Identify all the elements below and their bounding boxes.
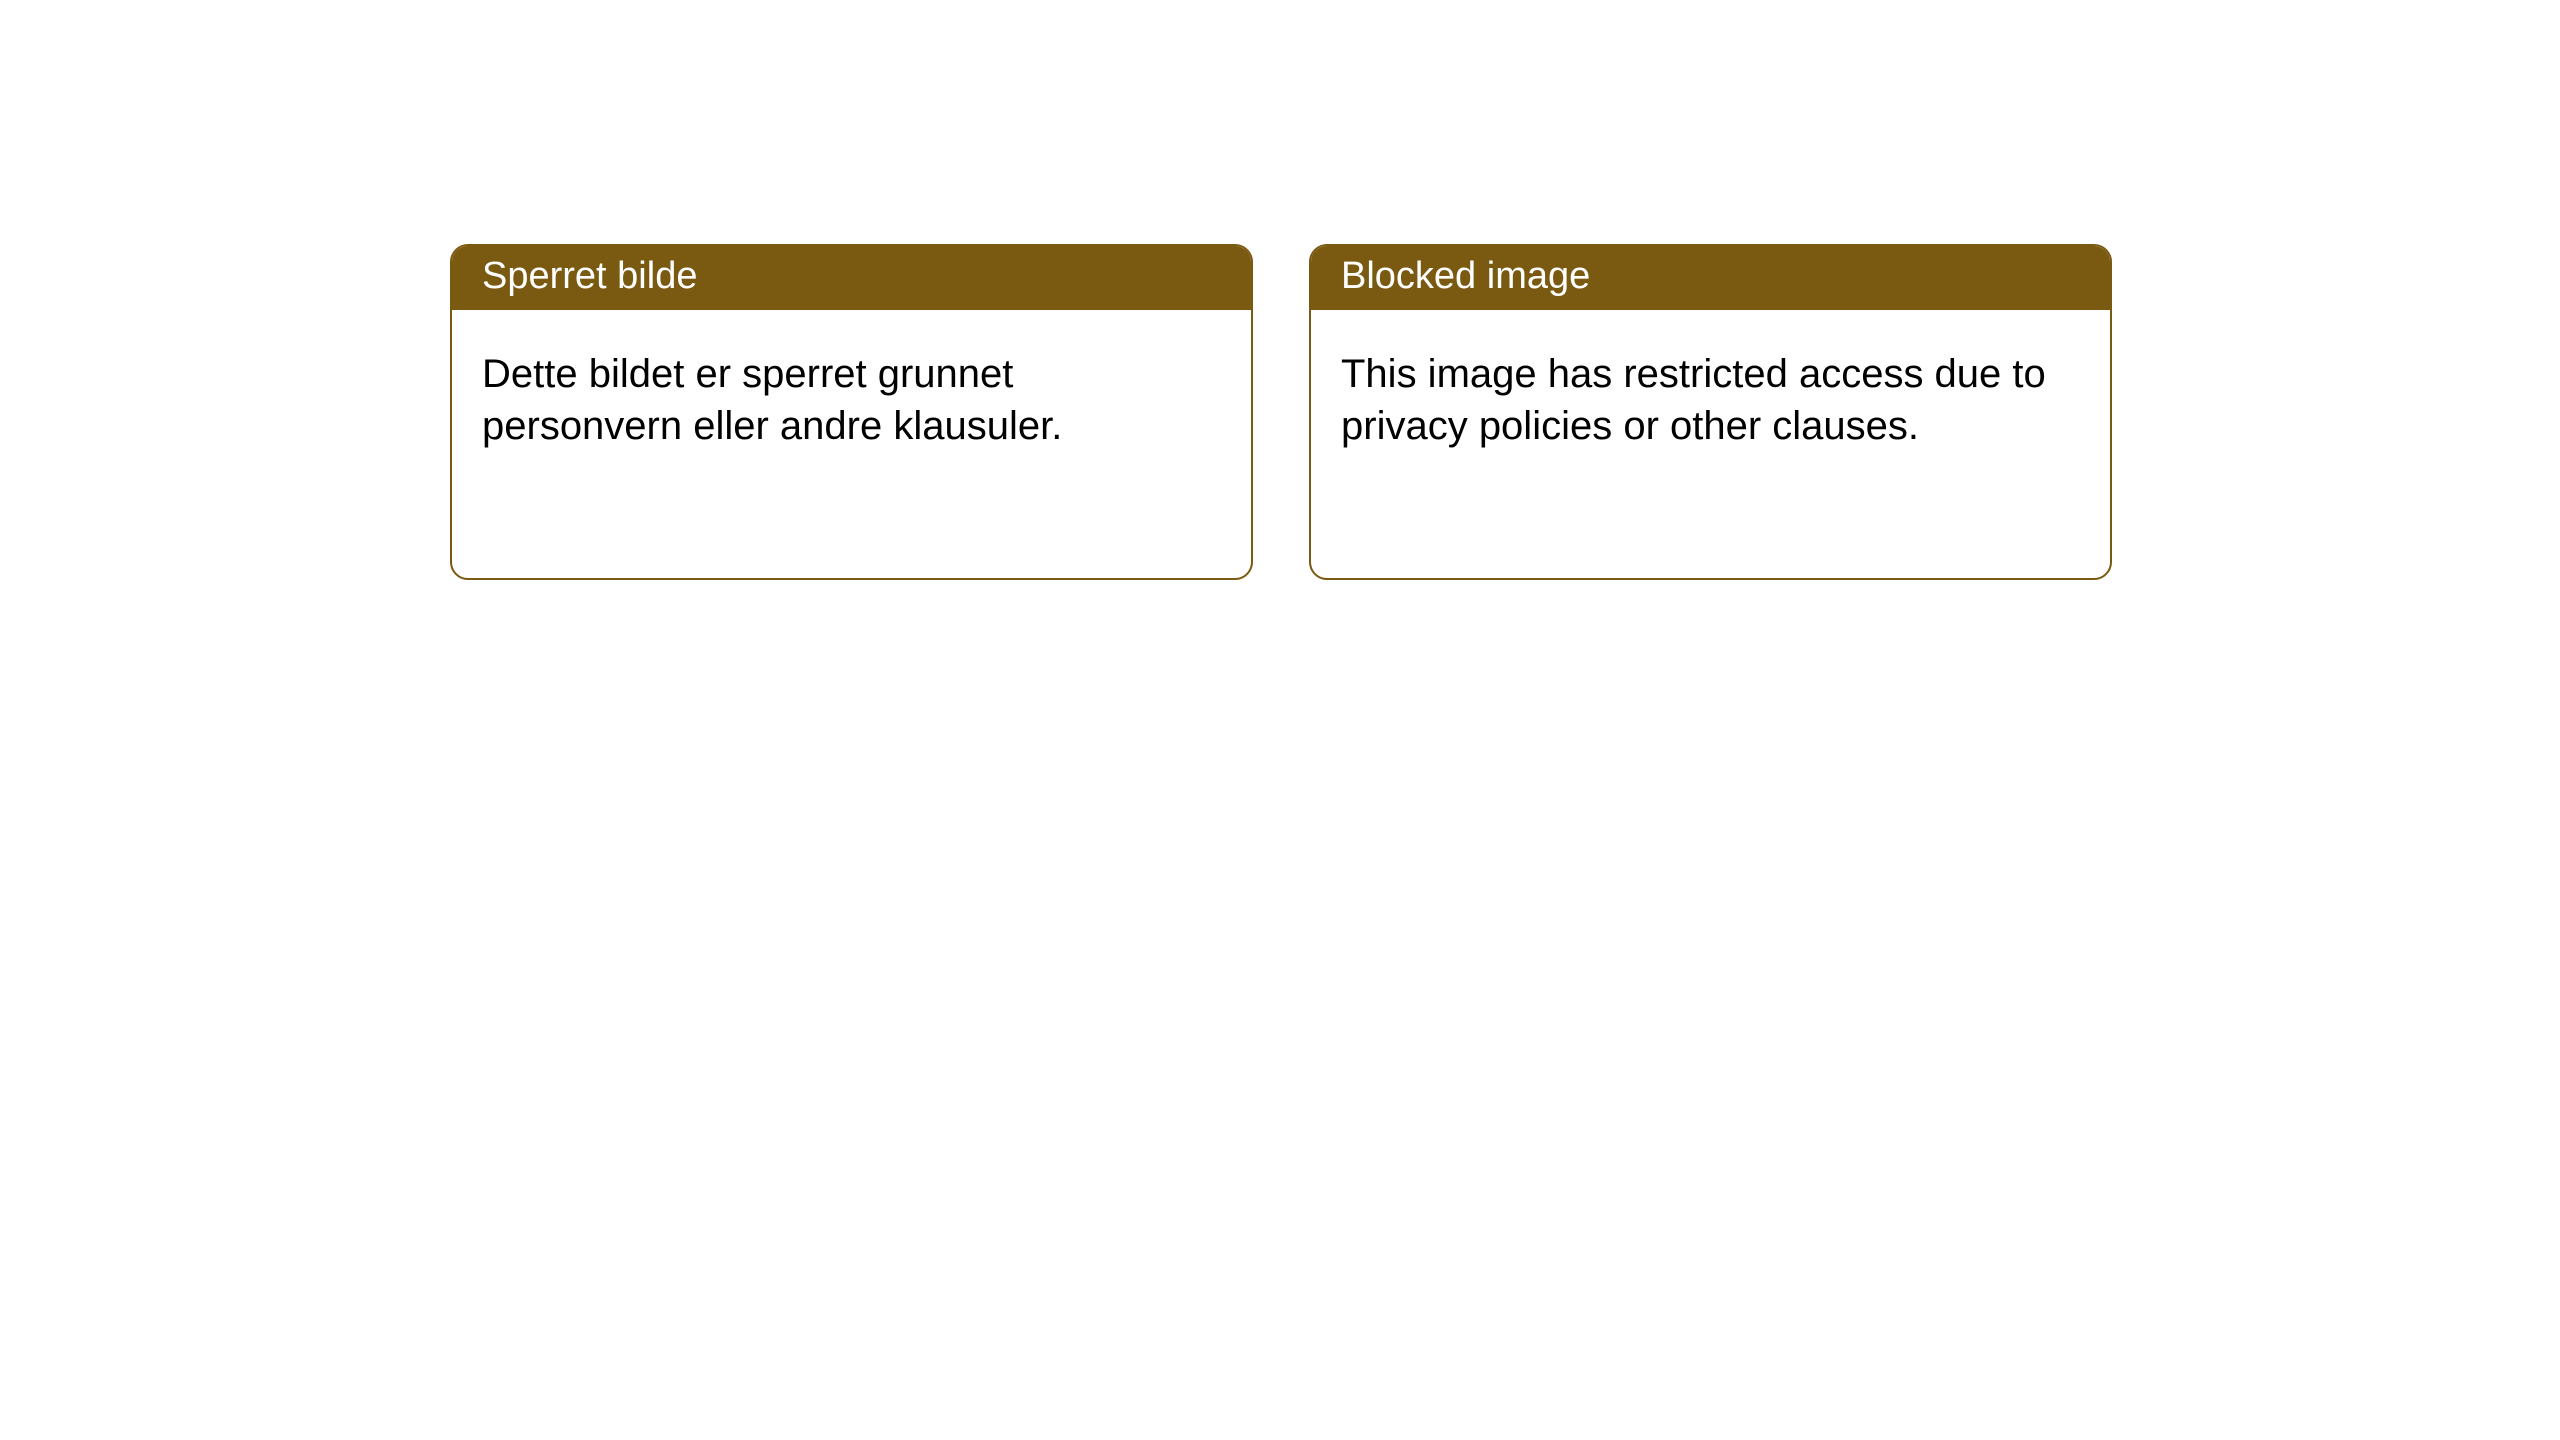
notice-container: Sperret bilde Dette bildet er sperret gr… [0, 0, 2560, 580]
notice-card-norwegian: Sperret bilde Dette bildet er sperret gr… [450, 244, 1253, 580]
notice-title-norwegian: Sperret bilde [452, 246, 1251, 310]
notice-title-english: Blocked image [1311, 246, 2110, 310]
notice-card-english: Blocked image This image has restricted … [1309, 244, 2112, 580]
notice-body-norwegian: Dette bildet er sperret grunnet personve… [452, 310, 1251, 490]
notice-body-english: This image has restricted access due to … [1311, 310, 2110, 490]
